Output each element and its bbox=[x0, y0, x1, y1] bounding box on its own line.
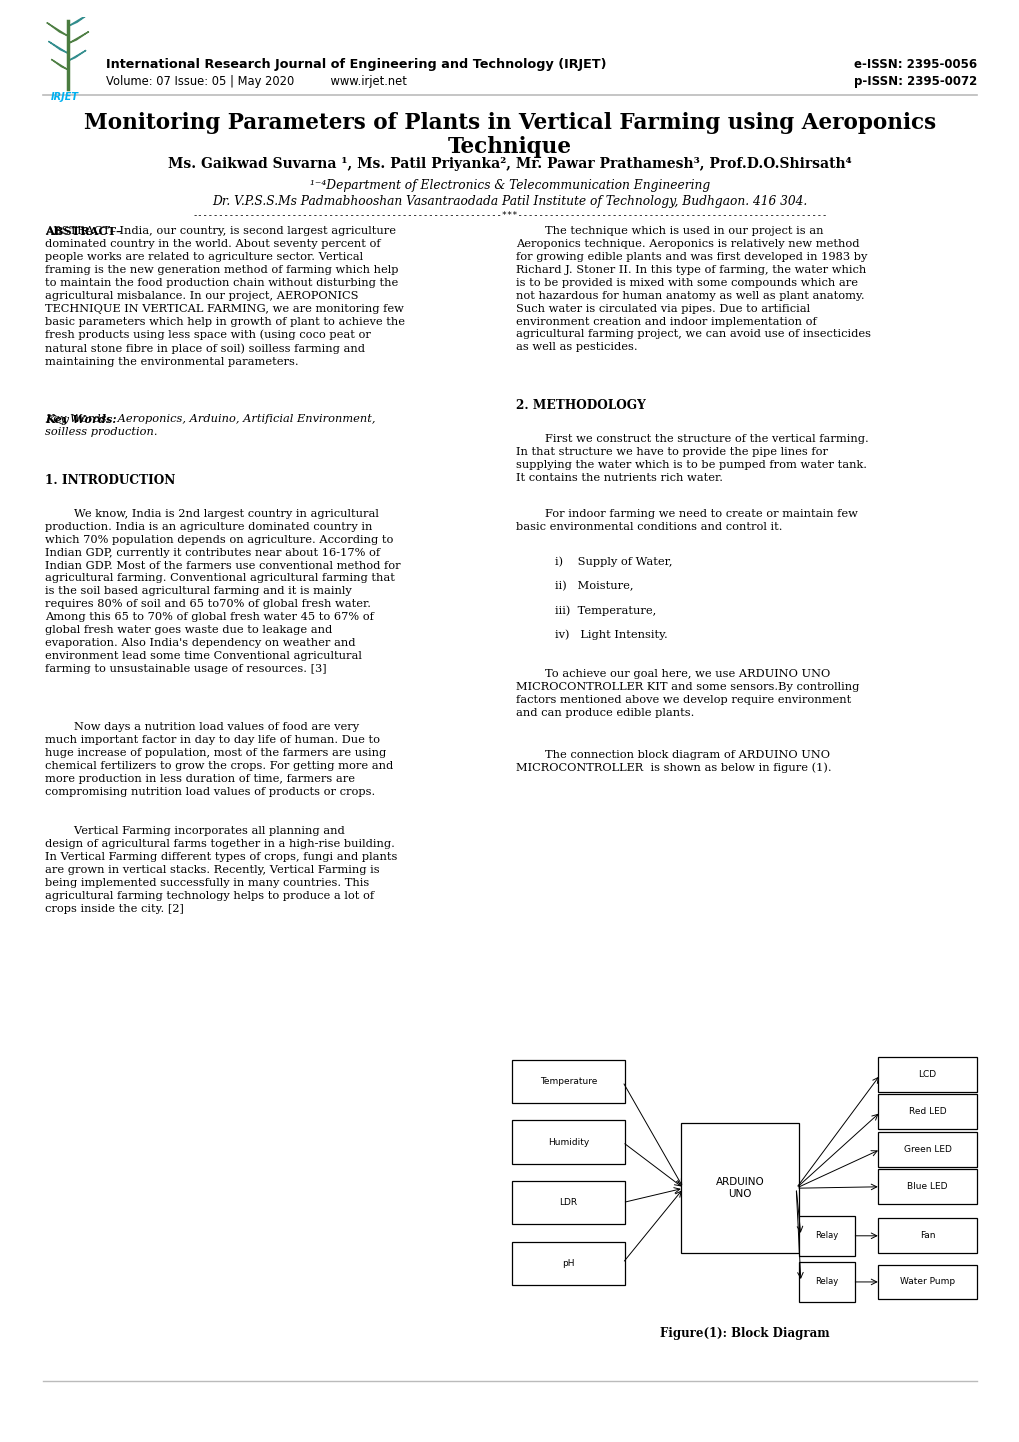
Text: Monitoring Parameters of Plants in Vertical Farming using Aeroponics: Monitoring Parameters of Plants in Verti… bbox=[84, 112, 935, 134]
Text: Temperature: Temperature bbox=[539, 1077, 597, 1086]
Text: The connection block diagram of ARDUINO UNO
MICROCONTROLLER  is shown as below i: The connection block diagram of ARDUINO … bbox=[516, 750, 830, 773]
Text: LCD: LCD bbox=[918, 1070, 935, 1079]
FancyBboxPatch shape bbox=[512, 1120, 625, 1164]
Text: pH: pH bbox=[561, 1259, 575, 1268]
Text: Volume: 07 Issue: 05 | May 2020          www.irjet.net: Volume: 07 Issue: 05 | May 2020 www.irje… bbox=[106, 75, 407, 88]
Polygon shape bbox=[49, 42, 68, 53]
FancyBboxPatch shape bbox=[798, 1216, 854, 1256]
Text: Green LED: Green LED bbox=[903, 1145, 951, 1154]
Text: ABSTRACT–: ABSTRACT– bbox=[45, 226, 121, 238]
Text: Red LED: Red LED bbox=[908, 1107, 946, 1116]
Text: To achieve our goal here, we use ARDUINO UNO
MICROCONTROLLER KIT and some sensor: To achieve our goal here, we use ARDUINO… bbox=[516, 669, 859, 718]
Polygon shape bbox=[47, 23, 68, 36]
Text: Key Words:: Key Words: bbox=[45, 414, 116, 425]
Polygon shape bbox=[51, 59, 68, 69]
Polygon shape bbox=[68, 32, 89, 43]
FancyBboxPatch shape bbox=[512, 1181, 625, 1224]
Text: ARDUINO
UNO: ARDUINO UNO bbox=[715, 1178, 763, 1198]
Text: p-ISSN: 2395-0072: p-ISSN: 2395-0072 bbox=[853, 75, 976, 88]
Text: Humidity: Humidity bbox=[547, 1138, 589, 1146]
Text: Dr. V.P.S.S.Ms Padmabhooshan Vasantraodada Patil Institute of Technology, Budhga: Dr. V.P.S.S.Ms Padmabhooshan Vasantraoda… bbox=[212, 195, 807, 208]
Text: IRJET: IRJET bbox=[51, 92, 78, 102]
Text: 2. METHODOLOGY: 2. METHODOLOGY bbox=[516, 399, 645, 412]
Text: We know, India is 2nd largest country in agricultural
production. India is an ag: We know, India is 2nd largest country in… bbox=[45, 509, 400, 673]
Text: First we construct the structure of the vertical farming.
In that structure we h: First we construct the structure of the … bbox=[516, 434, 868, 483]
Text: ii)   Moisture,: ii) Moisture, bbox=[554, 581, 633, 591]
FancyBboxPatch shape bbox=[798, 1262, 854, 1302]
FancyBboxPatch shape bbox=[512, 1242, 625, 1285]
FancyBboxPatch shape bbox=[877, 1094, 976, 1129]
FancyBboxPatch shape bbox=[877, 1169, 976, 1204]
FancyBboxPatch shape bbox=[877, 1218, 976, 1253]
Text: Fan: Fan bbox=[919, 1231, 934, 1240]
Text: Figure(1): Block Diagram: Figure(1): Block Diagram bbox=[659, 1327, 828, 1340]
Text: LDR: LDR bbox=[559, 1198, 577, 1207]
Text: i)    Supply of Water,: i) Supply of Water, bbox=[554, 557, 672, 567]
FancyBboxPatch shape bbox=[877, 1057, 976, 1092]
Text: © 2020, IRJET     |     Impact Factor value: 7.529     |     ISO 9001:2008 Certi: © 2020, IRJET | Impact Factor value: 7.5… bbox=[147, 1406, 872, 1420]
FancyBboxPatch shape bbox=[512, 1060, 625, 1103]
FancyBboxPatch shape bbox=[877, 1132, 976, 1167]
FancyBboxPatch shape bbox=[877, 1265, 976, 1299]
Text: Now days a nutrition load values of food are very
much important factor in day t: Now days a nutrition load values of food… bbox=[45, 722, 392, 797]
Text: International Research Journal of Engineering and Technology (IRJET): International Research Journal of Engine… bbox=[106, 58, 606, 71]
FancyBboxPatch shape bbox=[681, 1123, 798, 1253]
Text: e-ISSN: 2395-0056: e-ISSN: 2395-0056 bbox=[853, 58, 976, 71]
Text: Water Pump: Water Pump bbox=[899, 1278, 954, 1286]
Polygon shape bbox=[68, 50, 86, 61]
Text: Ms. Gaikwad Suvarna ¹, Ms. Patil Priyanka², Mr. Pawar Prathamesh³, Prof.D.O.Shir: Ms. Gaikwad Suvarna ¹, Ms. Patil Priyank… bbox=[168, 157, 851, 172]
Text: Key Words:  Aeroponics, Arduino, Artificial Environment,
soilless production.: Key Words: Aeroponics, Arduino, Artifici… bbox=[45, 414, 375, 437]
Text: Blue LED: Blue LED bbox=[907, 1182, 947, 1191]
Text: -----------------------------------------------------------***------------------: ----------------------------------------… bbox=[193, 211, 826, 219]
Text: Relay: Relay bbox=[814, 1231, 838, 1240]
Text: Vertical Farming incorporates all planning and
design of agricultural farms toge: Vertical Farming incorporates all planni… bbox=[45, 826, 396, 914]
Text: Relay: Relay bbox=[814, 1278, 838, 1286]
Text: 1. INTRODUCTION: 1. INTRODUCTION bbox=[45, 474, 175, 487]
Text: Technique: Technique bbox=[447, 136, 572, 157]
Text: The technique which is used in our project is an
Aeroponics technique. Aeroponic: The technique which is used in our proje… bbox=[516, 226, 870, 352]
Text: ¹⁻⁴Department of Electronics & Telecommunication Engineering: ¹⁻⁴Department of Electronics & Telecommu… bbox=[310, 179, 709, 192]
Text: For indoor farming we need to create or maintain few
basic environmental conditi: For indoor farming we need to create or … bbox=[516, 509, 857, 532]
Text: ABSTRACT– India, our country, is second largest agriculture
dominated country in: ABSTRACT– India, our country, is second … bbox=[45, 226, 405, 366]
Text: iii)  Temperature,: iii) Temperature, bbox=[554, 606, 655, 616]
Text: iv)   Light Intensity.: iv) Light Intensity. bbox=[554, 629, 667, 640]
Polygon shape bbox=[68, 13, 91, 26]
